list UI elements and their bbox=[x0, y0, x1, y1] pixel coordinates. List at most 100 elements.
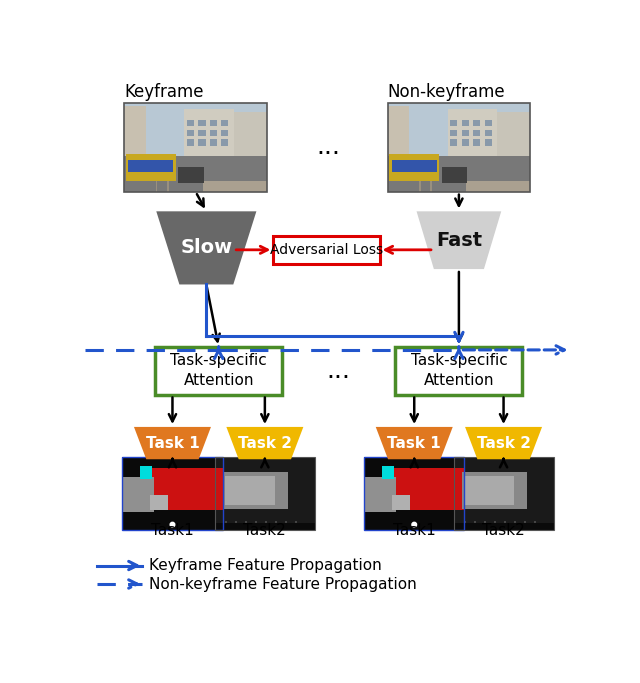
Text: Task 2: Task 2 bbox=[238, 436, 292, 451]
Bar bbox=[210, 139, 217, 145]
Polygon shape bbox=[134, 427, 211, 459]
Bar bbox=[122, 458, 223, 531]
Text: Task1: Task1 bbox=[151, 523, 194, 538]
Bar bbox=[484, 139, 492, 145]
Bar bbox=[203, 181, 267, 192]
Bar bbox=[388, 103, 530, 158]
Bar bbox=[285, 521, 287, 523]
Bar bbox=[534, 521, 536, 523]
Bar bbox=[124, 106, 146, 161]
Bar bbox=[221, 139, 228, 145]
Bar bbox=[187, 139, 194, 145]
Bar bbox=[275, 521, 277, 523]
Bar bbox=[187, 120, 194, 126]
Bar bbox=[497, 112, 530, 156]
Bar bbox=[484, 120, 492, 126]
Bar bbox=[461, 139, 469, 145]
Text: ...: ... bbox=[316, 135, 340, 159]
Bar bbox=[442, 167, 467, 183]
Bar bbox=[473, 130, 480, 136]
Bar bbox=[484, 130, 492, 136]
Bar bbox=[128, 160, 173, 171]
Text: Adversarial Loss: Adversarial Loss bbox=[270, 243, 383, 257]
Bar bbox=[179, 167, 204, 183]
Bar bbox=[461, 130, 469, 136]
Bar bbox=[273, 236, 380, 264]
Text: Task2: Task2 bbox=[482, 523, 525, 538]
Text: Task-specific
Attention: Task-specific Attention bbox=[170, 353, 267, 388]
Text: Slow: Slow bbox=[180, 238, 232, 257]
Bar bbox=[493, 521, 496, 523]
Bar bbox=[150, 468, 223, 510]
Bar bbox=[419, 156, 420, 192]
Text: Keyframe: Keyframe bbox=[124, 83, 204, 101]
Bar bbox=[215, 458, 315, 531]
Bar bbox=[463, 475, 513, 505]
Text: Non-keyframe Feature Propagation: Non-keyframe Feature Propagation bbox=[149, 576, 417, 591]
Bar bbox=[122, 458, 223, 531]
Bar bbox=[364, 477, 396, 512]
Bar bbox=[454, 458, 554, 531]
Bar bbox=[140, 466, 152, 479]
Bar bbox=[221, 120, 228, 126]
Bar bbox=[461, 120, 469, 126]
Circle shape bbox=[170, 522, 175, 527]
Polygon shape bbox=[376, 427, 452, 459]
Bar bbox=[388, 106, 409, 161]
Bar bbox=[221, 130, 228, 136]
Bar bbox=[466, 181, 530, 192]
Polygon shape bbox=[465, 427, 542, 459]
Bar bbox=[389, 154, 439, 181]
Bar bbox=[245, 521, 247, 523]
Bar bbox=[461, 472, 527, 509]
Bar bbox=[122, 477, 154, 512]
Bar bbox=[198, 139, 205, 145]
Circle shape bbox=[412, 522, 417, 527]
Bar bbox=[210, 120, 217, 126]
Bar bbox=[124, 156, 267, 192]
Bar bbox=[255, 521, 257, 523]
Bar bbox=[473, 120, 480, 126]
Bar bbox=[454, 458, 554, 531]
Text: Fast: Fast bbox=[436, 231, 482, 250]
Bar bbox=[184, 109, 234, 158]
Text: ...: ... bbox=[327, 359, 351, 382]
Bar bbox=[431, 156, 432, 192]
Bar bbox=[235, 521, 237, 523]
Text: Task 1: Task 1 bbox=[387, 436, 441, 451]
Bar bbox=[382, 466, 394, 479]
Bar bbox=[155, 347, 282, 395]
Bar bbox=[234, 112, 267, 156]
Bar bbox=[447, 109, 497, 158]
Text: Task 1: Task 1 bbox=[145, 436, 199, 451]
Bar bbox=[474, 521, 476, 523]
Polygon shape bbox=[417, 211, 501, 269]
Text: Task 2: Task 2 bbox=[477, 436, 531, 451]
Bar bbox=[392, 160, 436, 171]
Bar bbox=[392, 495, 410, 510]
Bar bbox=[124, 103, 267, 158]
Bar bbox=[187, 130, 194, 136]
Bar bbox=[364, 458, 464, 531]
Bar bbox=[265, 521, 267, 523]
Bar bbox=[392, 468, 464, 510]
Bar bbox=[215, 523, 315, 531]
Bar bbox=[484, 521, 486, 523]
Bar bbox=[225, 521, 227, 523]
Bar bbox=[388, 156, 530, 192]
Bar bbox=[225, 475, 275, 505]
Bar bbox=[454, 523, 554, 531]
Bar bbox=[504, 521, 506, 523]
Text: Task1: Task1 bbox=[393, 523, 436, 538]
Bar bbox=[513, 521, 516, 523]
Bar bbox=[156, 156, 157, 192]
Bar bbox=[198, 120, 205, 126]
Bar bbox=[124, 103, 267, 192]
Bar bbox=[451, 139, 458, 145]
Bar bbox=[463, 521, 466, 523]
Bar bbox=[167, 156, 168, 192]
Bar bbox=[150, 495, 168, 510]
Bar bbox=[451, 120, 458, 126]
Bar bbox=[364, 458, 464, 531]
Bar bbox=[198, 130, 205, 136]
